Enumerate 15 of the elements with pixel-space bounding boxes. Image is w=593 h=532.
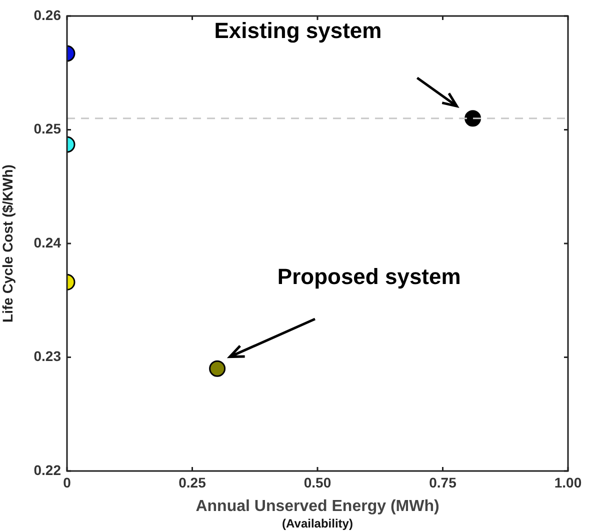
y-tick-label: 0.23 <box>34 348 62 364</box>
x-tick-label: 0.25 <box>178 474 206 490</box>
annotation: Proposed system <box>277 264 461 290</box>
y-tick-label: 0.22 <box>34 462 62 478</box>
y-axis-title: Life Cycle Cost ($/KWh) <box>0 164 16 322</box>
annotation: Existing system <box>214 18 382 43</box>
text: (Availability) <box>282 516 353 530</box>
y-tick-label: 0.25 <box>34 120 62 137</box>
y-tick-label: 0.24 <box>34 234 62 250</box>
y-tick-label: 0.26 <box>34 6 62 23</box>
x-tick-label: 0.50 <box>304 474 332 490</box>
x-tick-label: 1.00 <box>554 474 582 490</box>
x-axis-title: Annual Unserved Energy (MWh) <box>196 498 440 515</box>
x-tick-label: 0 <box>63 474 72 490</box>
x-tick-label: 0.75 <box>429 474 457 490</box>
